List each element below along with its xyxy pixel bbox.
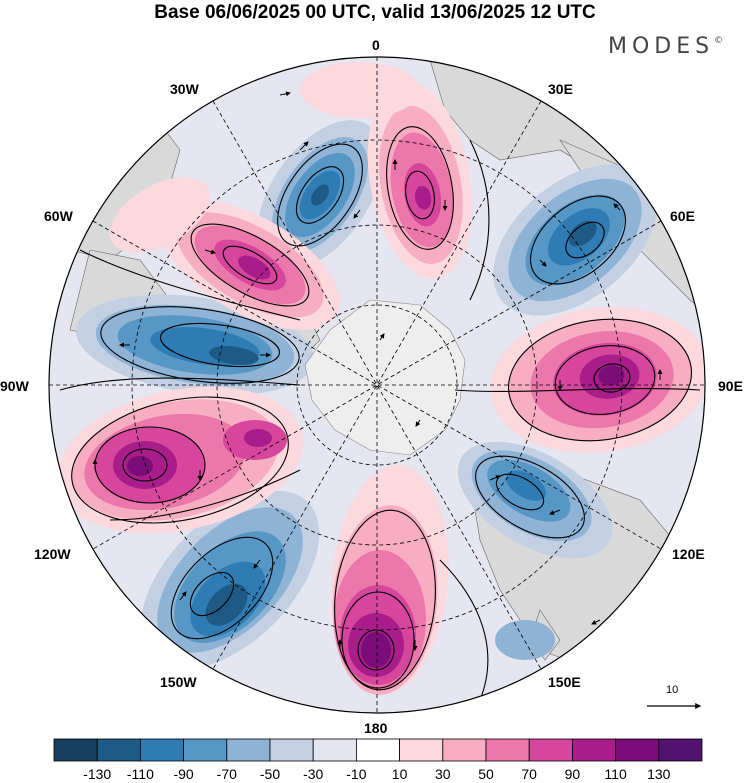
- lon-label-0: 0: [372, 37, 380, 53]
- colorbar-tick-label: 110: [604, 766, 627, 782]
- negative-anomaly-30w: [257, 120, 383, 270]
- vector-reference-label: 10: [666, 684, 679, 696]
- negative-anomaly-60e: [493, 164, 657, 316]
- colorbar-tick-label: -110: [126, 766, 154, 782]
- lon-label-90w: 90W: [0, 378, 29, 394]
- colorbar-swatch: [312, 738, 357, 762]
- lon-label-30w: 30W: [170, 81, 199, 97]
- colorbar-tick-label: 130: [647, 766, 671, 782]
- colorbar-tick-label: 70: [521, 766, 537, 782]
- colorbar-swatch: [442, 738, 487, 762]
- positive-anomaly-180: [331, 465, 449, 695]
- colorbar: [53, 738, 703, 762]
- colorbar-swatch: [269, 738, 314, 762]
- map-disc: [49, 57, 705, 713]
- lon-label-60w: 60W: [44, 208, 73, 224]
- colorbar-swatch: [355, 738, 400, 762]
- positive-anomaly-90e: [490, 307, 705, 453]
- lon-label-180: 180: [364, 720, 388, 736]
- antarctica: [304, 299, 466, 456]
- anomaly-shading: [56, 62, 705, 695]
- positive-anomaly-45w: [160, 199, 340, 331]
- positive-anomaly-55w: [110, 177, 210, 253]
- brand-logo: MODES©: [608, 34, 724, 59]
- colorbar-swatch: [399, 738, 444, 762]
- negative-anomaly-150e: [495, 620, 555, 660]
- streamlines: [59, 126, 701, 701]
- colorbar-tick-label: -130: [83, 766, 112, 782]
- colorbar-swatch: [658, 738, 703, 762]
- colorbar-tick-label: -10: [346, 766, 367, 782]
- lon-label-90e: 90E: [718, 378, 743, 394]
- colorbar-swatch: [528, 738, 573, 762]
- colorbar-tick-label: 90: [564, 766, 581, 782]
- negative-anomaly-140w: [140, 490, 320, 670]
- lon-label-150e: 150E: [548, 674, 581, 690]
- colorbar-tick-label: -50: [259, 766, 281, 782]
- colorbar-tick-label: -70: [216, 766, 237, 782]
- colorbar-swatch: [183, 738, 228, 762]
- negative-anomaly-125e: [457, 441, 613, 559]
- colorbar-swatch: [139, 738, 184, 762]
- colorbar-tick-label: -90: [173, 766, 194, 782]
- colorbar-tick-label: 10: [391, 766, 408, 782]
- lon-label-120e: 120E: [672, 546, 705, 562]
- lon-label-30e: 30E: [548, 81, 573, 97]
- colorbar-swatch: [53, 738, 98, 762]
- colorbar-swatch: [226, 738, 271, 762]
- map-boundary: [48, 56, 706, 714]
- positive-anomaly-10w: [300, 62, 420, 118]
- positive-anomaly-0: [367, 81, 473, 279]
- colorbar-swatch: [572, 738, 617, 762]
- graticule: [49, 57, 705, 713]
- colorbar-swatch: [485, 738, 530, 762]
- colorbar-tick-label: -30: [303, 766, 324, 782]
- colorbar-tick-label: 30: [435, 766, 451, 782]
- colorbar-tick-label: 50: [478, 766, 494, 782]
- colorbar-swatch: [96, 738, 141, 762]
- colorbar-swatch: [615, 738, 660, 762]
- lon-label-120w: 120W: [34, 546, 71, 562]
- map-title: Base 06/06/2025 00 UTC, valid 13/06/2025…: [154, 2, 596, 23]
- lon-label-150w: 150W: [160, 674, 197, 690]
- lon-label-60e: 60E: [670, 208, 695, 224]
